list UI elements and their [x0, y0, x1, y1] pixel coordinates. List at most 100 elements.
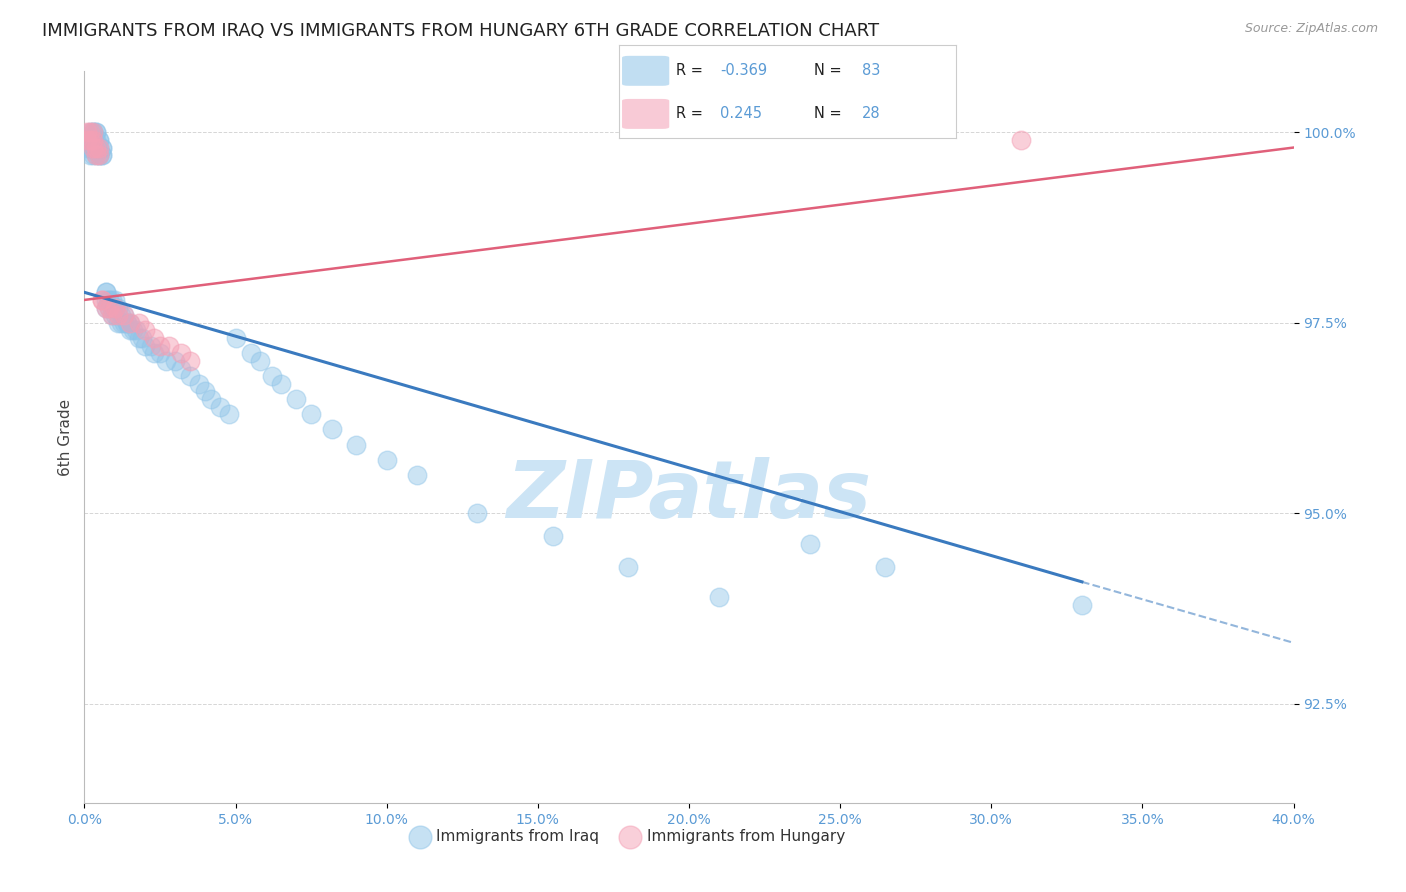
Point — [86, 133, 108, 147]
Point — [110, 308, 132, 322]
Point — [128, 316, 150, 330]
Point — [86, 125, 108, 139]
Point — [79, 133, 101, 147]
Point — [100, 293, 122, 307]
Point — [94, 285, 117, 300]
Point — [94, 301, 117, 315]
Point — [97, 301, 120, 315]
Point — [134, 323, 156, 337]
Point — [79, 125, 101, 139]
Y-axis label: 6th Grade: 6th Grade — [58, 399, 73, 475]
Point — [142, 346, 165, 360]
Point — [82, 133, 104, 147]
Point — [107, 316, 129, 330]
Point — [165, 354, 187, 368]
Point — [86, 148, 108, 162]
FancyBboxPatch shape — [621, 56, 669, 86]
Point — [799, 537, 821, 551]
Point — [91, 293, 114, 307]
Point — [179, 354, 201, 368]
Point — [94, 293, 117, 307]
Point — [118, 316, 141, 330]
Point — [94, 301, 117, 315]
Point — [104, 301, 127, 315]
Point — [188, 376, 211, 391]
Point — [239, 346, 262, 360]
Point — [89, 148, 111, 162]
Point — [179, 369, 201, 384]
Point — [285, 392, 308, 406]
Point — [76, 125, 98, 139]
Point — [107, 301, 129, 315]
Point — [299, 407, 322, 421]
Text: R =: R = — [676, 106, 707, 121]
Text: 83: 83 — [862, 63, 880, 78]
Point — [104, 301, 127, 315]
Point — [170, 361, 193, 376]
Point — [79, 140, 101, 154]
Point — [112, 308, 135, 322]
Point — [112, 316, 135, 330]
Point — [617, 559, 640, 574]
Point — [86, 148, 108, 162]
Point — [149, 339, 172, 353]
Point — [709, 590, 731, 604]
Point — [115, 316, 138, 330]
Point — [76, 140, 98, 154]
Point — [82, 140, 104, 154]
Point — [79, 125, 101, 139]
Point — [1011, 133, 1033, 147]
Point — [91, 148, 114, 162]
Point — [82, 148, 104, 162]
Point — [104, 308, 127, 322]
FancyBboxPatch shape — [621, 99, 669, 129]
Text: R =: R = — [676, 63, 707, 78]
Point — [82, 140, 104, 154]
Point — [225, 331, 247, 345]
Point — [94, 285, 117, 300]
Text: N =: N = — [814, 63, 846, 78]
Point — [467, 506, 489, 520]
Point — [209, 400, 232, 414]
Text: 28: 28 — [862, 106, 880, 121]
Point — [346, 438, 368, 452]
Point — [134, 339, 156, 353]
Point — [1071, 598, 1094, 612]
Point — [100, 301, 122, 315]
Point — [121, 323, 143, 337]
Point — [149, 346, 172, 360]
Point — [128, 331, 150, 345]
Point — [86, 140, 108, 154]
Point — [89, 133, 111, 147]
Point — [82, 125, 104, 139]
Point — [89, 148, 111, 162]
Point — [875, 559, 897, 574]
Text: N =: N = — [814, 106, 846, 121]
Legend: Immigrants from Iraq, Immigrants from Hungary: Immigrants from Iraq, Immigrants from Hu… — [406, 822, 851, 850]
Point — [86, 140, 108, 154]
Point — [142, 331, 165, 345]
Point — [91, 140, 114, 154]
Point — [321, 422, 343, 436]
Text: 0.245: 0.245 — [720, 106, 762, 121]
Point — [218, 407, 240, 421]
Point — [91, 148, 114, 162]
Point — [118, 316, 141, 330]
Point — [97, 293, 120, 307]
Point — [89, 140, 111, 154]
Point — [82, 125, 104, 139]
Text: Source: ZipAtlas.com: Source: ZipAtlas.com — [1244, 22, 1378, 36]
Point — [97, 293, 120, 307]
Point — [249, 354, 271, 368]
Point — [97, 301, 120, 315]
Point — [107, 308, 129, 322]
Point — [541, 529, 564, 543]
Point — [100, 308, 122, 322]
Point — [91, 293, 114, 307]
Point — [157, 339, 180, 353]
Point — [104, 293, 127, 307]
Point — [125, 323, 148, 337]
Point — [82, 133, 104, 147]
Point — [200, 392, 222, 406]
Point — [115, 316, 138, 330]
